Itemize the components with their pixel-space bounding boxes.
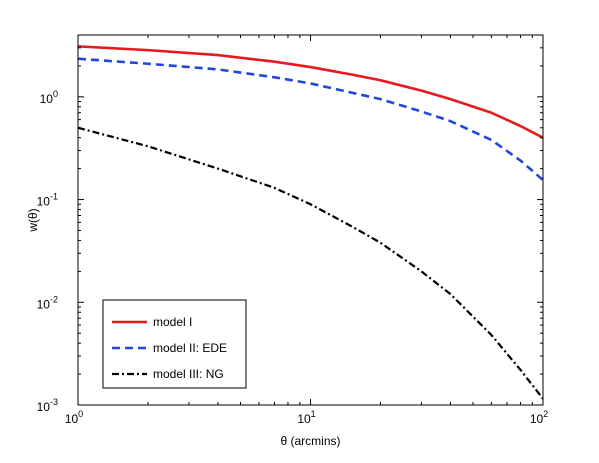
- y-tick-label: 10-2: [37, 294, 58, 311]
- legend-box: [102, 299, 247, 389]
- y-axis: 10-3 10-2 10-1 100: [37, 47, 543, 414]
- x-axis-label: θ (arcmins): [280, 434, 340, 448]
- y-axis-label: w(θ): [26, 208, 40, 232]
- plot-frame: [77, 34, 544, 406]
- x-tick-label: 102: [530, 409, 548, 426]
- series-line-1: [78, 45, 543, 139]
- x-tick-label: 100: [65, 409, 83, 426]
- plot-area: [78, 45, 543, 400]
- y-tick-label: 10-1: [37, 192, 58, 209]
- legend: model I model II: EDE model III: NG: [102, 299, 247, 389]
- legend-label-1: model I: [153, 315, 192, 329]
- y-tick-label: 10-3: [37, 397, 58, 414]
- series-line-2: [78, 57, 543, 181]
- y-tick-label: 100: [40, 89, 58, 106]
- legend-label-2: model II: EDE: [153, 341, 227, 355]
- legend-label-3: model III: NG: [153, 367, 224, 381]
- x-tick-label: 101: [297, 409, 315, 426]
